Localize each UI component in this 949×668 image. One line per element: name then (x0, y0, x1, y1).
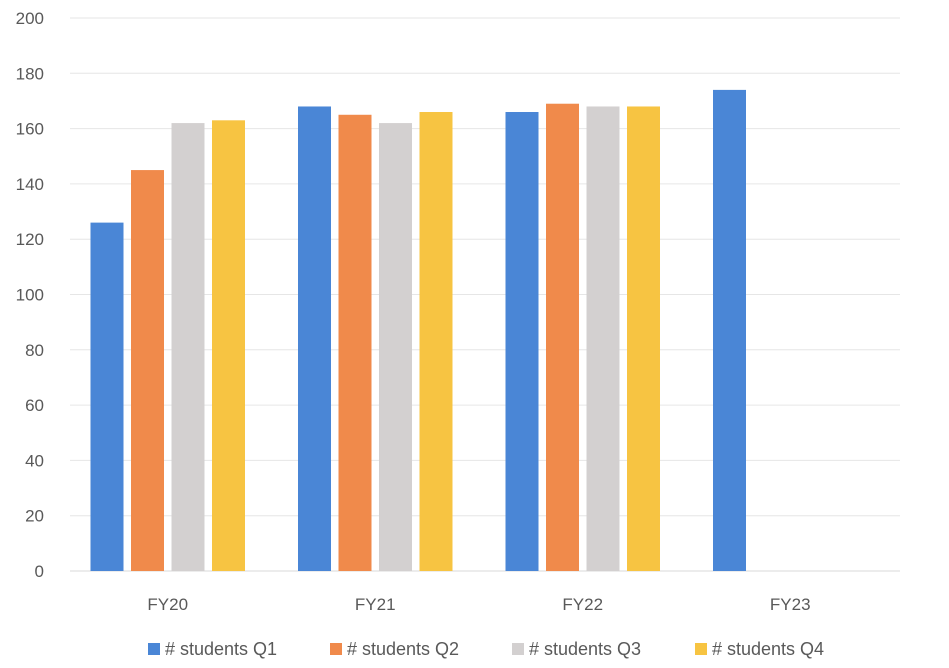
bar-fy21-q1 (298, 106, 331, 571)
y-tick-label: 60 (25, 396, 44, 415)
legend-label: # students Q4 (712, 639, 824, 659)
legend-swatch (512, 643, 524, 655)
y-tick-label: 180 (16, 64, 44, 83)
x-category-label: FY23 (770, 595, 811, 614)
bar-fy20-q2 (131, 170, 164, 571)
legend-item-q1: # students Q1 (148, 639, 277, 659)
y-tick-label: 160 (16, 120, 44, 139)
x-category-label: FY22 (562, 595, 603, 614)
y-tick-label: 140 (16, 175, 44, 194)
gridlines (70, 17, 900, 572)
legend-label: # students Q2 (347, 639, 459, 659)
legend-label: # students Q3 (529, 639, 641, 659)
y-tick-label: 80 (25, 341, 44, 360)
legend-swatch (148, 643, 160, 655)
bar-fy22-q4 (627, 106, 660, 571)
bar-fy21-q4 (419, 112, 453, 571)
bars (90, 89, 746, 572)
y-tick-label: 120 (16, 230, 44, 249)
bar-fy22-q3 (586, 106, 620, 571)
bar-fy23-q1 (713, 89, 746, 571)
legend-label: # students Q1 (165, 639, 277, 659)
y-tick-label: 0 (35, 562, 44, 581)
bar-fy21-q3 (379, 123, 412, 571)
y-tick-label: 200 (16, 9, 44, 28)
legend: # students Q1 # students Q2 # students Q3 #… (148, 639, 824, 659)
y-tick-label: 100 (16, 286, 44, 305)
x-axis-category-labels: FY20 FY21 FY22 FY23 (147, 595, 810, 614)
legend-item-q2: # students Q2 (330, 639, 459, 659)
legend-swatch (695, 643, 707, 655)
legend-swatch (330, 643, 342, 655)
y-tick-label: 20 (25, 507, 44, 526)
bar-fy22-q1 (505, 112, 539, 571)
bar-fy20-q3 (171, 123, 205, 571)
bar-fy21-q2 (338, 114, 372, 572)
bar-fy22-q2 (546, 103, 579, 571)
y-axis-tick-labels: 0 20 40 60 80 100 120 140 160 180 200 (16, 9, 44, 581)
bar-fy20-q4 (212, 120, 245, 572)
y-tick-label: 40 (25, 451, 44, 470)
legend-item-q3: # students Q3 (512, 639, 641, 659)
bar-fy20-q1 (90, 222, 124, 572)
legend-item-q4: # students Q4 (695, 639, 824, 659)
x-category-label: FY21 (355, 595, 396, 614)
x-category-label: FY20 (147, 595, 188, 614)
